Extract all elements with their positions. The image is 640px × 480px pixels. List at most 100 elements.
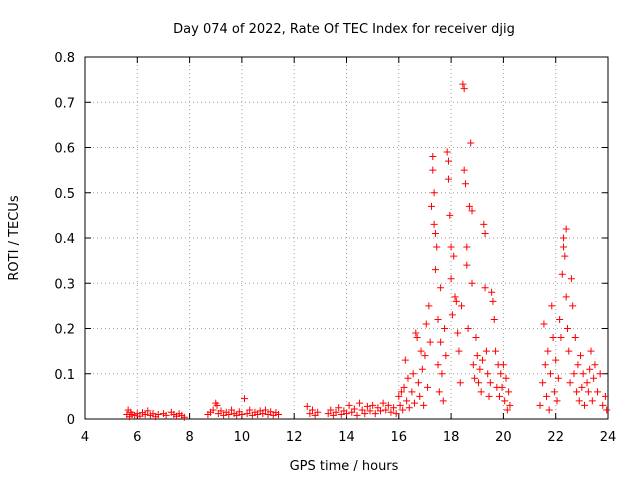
data-point [437,338,445,346]
chart-title: Day 074 of 2022, Rate Of TEC Index for r… [173,22,515,37]
data-point [501,397,509,405]
data-point [472,334,480,342]
data-points [123,80,611,421]
data-point [553,397,561,405]
x-tick-label: 8 [185,430,193,445]
data-point [488,288,496,296]
data-point [583,379,591,387]
data-point [387,408,395,416]
data-point [454,329,462,337]
data-point [478,356,486,364]
data-point [476,365,484,373]
data-point [227,406,235,414]
data-point [409,370,417,378]
data-point [396,401,404,409]
data-point [435,388,443,396]
x-tick-label: 16 [391,430,408,445]
data-point [552,356,560,364]
data-point [267,408,275,416]
data-point [456,379,464,387]
data-point [481,229,489,237]
data-point [434,361,442,369]
data-point [554,374,562,382]
data-point [571,334,579,342]
data-point [332,408,340,416]
data-point [460,85,468,93]
data-point [586,365,594,373]
y-tick-label: 0.4 [54,232,75,247]
data-point [303,402,311,410]
data-point [447,243,455,251]
data-point [587,347,595,355]
data-point [358,406,366,414]
data-point [225,410,233,418]
data-point [560,243,568,251]
x-tick-label: 22 [547,430,564,445]
data-point [395,392,403,400]
data-point [498,383,506,391]
data-point [350,405,358,413]
data-point [405,404,413,412]
data-point [343,410,350,418]
data-point [345,401,353,409]
data-point [376,407,384,415]
data-point [141,410,149,418]
data-point [484,370,492,378]
data-point [485,392,493,400]
data-point [502,374,510,382]
data-point [464,325,472,332]
data-point [420,401,428,409]
data-point [209,406,217,414]
data-point [580,401,588,409]
y-tick-label: 0.8 [54,51,75,66]
data-point [450,252,458,260]
data-point [497,370,505,378]
data-point [425,302,433,310]
data-point [536,401,544,409]
data-point [594,388,602,396]
data-point [384,401,392,409]
data-point [596,370,604,378]
data-point [599,401,607,409]
data-point [438,370,446,378]
data-point [482,347,490,355]
data-point [441,325,449,332]
data-point [573,388,581,396]
data-point [416,392,424,400]
data-point [540,320,548,328]
data-point [217,407,225,415]
data-point [541,361,549,369]
data-point [549,334,557,342]
x-tick-label: 4 [81,430,89,445]
data-point [543,392,551,400]
data-point [461,180,469,188]
data-point [412,329,420,337]
data-point [590,374,598,382]
data-point [397,388,405,396]
data-point [324,410,332,418]
data-point [469,361,477,369]
data-point [413,334,421,342]
data-point [309,406,317,414]
data-point [579,370,587,378]
data-point [369,401,377,409]
data-point [430,220,438,228]
data-point [433,243,441,251]
data-point [475,379,483,387]
data-point [562,225,570,233]
data-point [335,404,343,412]
data-point [144,407,152,415]
data-point [556,315,564,323]
data-point [544,347,552,355]
data-point [429,153,437,161]
y-tick-label: 0.3 [54,277,75,292]
data-point [162,411,170,419]
data-point [254,410,262,418]
data-point [563,325,571,332]
data-point [567,275,575,283]
data-point [584,388,592,396]
data-point [503,406,511,414]
data-point [577,352,585,360]
data-point [246,406,254,414]
